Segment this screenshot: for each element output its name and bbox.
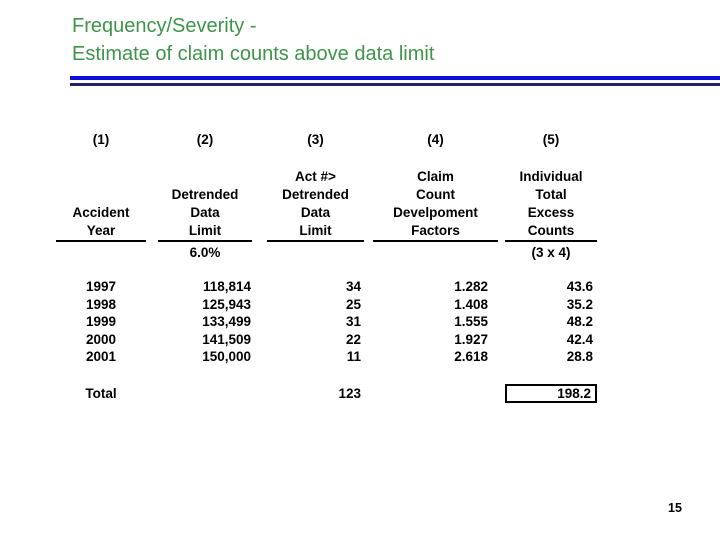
header-line: Factors [411, 223, 460, 238]
cell-excess-counts: 43.6 [566, 279, 593, 294]
sub-header-row: 6.0% (3 x 4) [56, 244, 601, 261]
column-number-3: (3) [307, 132, 324, 147]
column-number-1: (1) [92, 132, 110, 147]
cell-development-factor: 1.927 [454, 331, 488, 347]
header-line: Develpoment [393, 205, 478, 220]
slide-title: Frequency/Severity - Estimate of claim c… [72, 12, 434, 68]
cell-detrended-limit: 133,499 [202, 314, 251, 329]
cell-excess-counts: 42.4 [566, 331, 593, 347]
subheader-formula: (3 x 4) [531, 245, 571, 260]
header-line: Counts [527, 223, 575, 238]
total-row: Total 123 198.2 [56, 383, 601, 403]
cell-detrended-limit: 141,509 [202, 331, 251, 347]
header-act-detrended-data-limit: Act #> Detrended Data Limit [267, 168, 364, 242]
cell-accident-year: 2000 [85, 331, 117, 347]
cell-accident-year: 1998 [85, 296, 117, 312]
title-divider-rule-top [70, 76, 720, 80]
total-label: Total [85, 385, 117, 401]
cell-act-counts: 22 [345, 331, 361, 347]
header-individual-total-excess-counts: Individual Total Excess Counts [505, 168, 597, 242]
header-row: Accident Year Detrended Data Limit Act #… [56, 168, 601, 242]
total-act-counts: 123 [338, 385, 361, 401]
slide-title-line2: Estimate of claim counts above data limi… [72, 43, 435, 65]
cell-excess-counts: 48.2 [566, 314, 593, 329]
cell-detrended-limit: 125,943 [202, 296, 251, 312]
table-row: 2001 150,000 11 2.618 28.8 [56, 348, 601, 366]
cell-excess-counts: 35.2 [566, 296, 593, 312]
cell-act-counts: 25 [345, 296, 361, 312]
column-number-2: (2) [196, 132, 214, 147]
page-number: 15 [668, 501, 682, 515]
table-row: 1999 133,499 31 1.555 48.2 [56, 313, 601, 331]
header-line: Detrended [282, 187, 349, 202]
header-line: Excess [527, 205, 575, 220]
header-line: Act #> [295, 169, 336, 184]
header-line: Data [190, 205, 220, 220]
column-number-5: (5) [542, 132, 560, 147]
cell-accident-year: 2001 [85, 349, 117, 364]
header-line: Detrended [171, 187, 239, 202]
table-row: 1998 125,943 25 1.408 35.2 [56, 296, 601, 314]
table-row: 2000 141,509 22 1.927 42.4 [56, 331, 601, 349]
header-line: Individual [519, 169, 583, 184]
header-line: Claim [417, 169, 454, 184]
header-detrended-data-limit: Detrended Data Limit [158, 168, 252, 242]
column-number-4: (4) [427, 132, 444, 147]
header-line: Count [416, 187, 455, 202]
cell-excess-counts: 28.8 [566, 349, 593, 364]
cell-development-factor: 1.408 [454, 296, 488, 312]
cell-act-counts: 11 [346, 349, 361, 364]
header-accident-year: Accident Year [56, 168, 146, 242]
cell-accident-year: 1999 [85, 314, 117, 329]
cell-detrended-limit: 150,000 [202, 349, 251, 364]
subheader-trend-rate: 6.0% [189, 245, 221, 260]
header-line: Limit [299, 223, 332, 238]
cell-development-factor: 1.282 [454, 279, 488, 294]
title-divider-rule-bottom [70, 83, 720, 86]
header-line: Data [300, 205, 331, 220]
header-line: Year [86, 223, 116, 238]
header-line: Accident [72, 205, 130, 220]
header-line: Total [535, 187, 567, 202]
header-line: Limit [188, 223, 222, 238]
slide-title-line1: Frequency/Severity - [72, 15, 257, 37]
cell-act-counts: 34 [345, 279, 361, 294]
cell-development-factor: 2.618 [454, 349, 488, 364]
table-row: 1997 118,814 34 1.282 43.6 [56, 278, 601, 296]
cell-detrended-limit: 118,814 [202, 279, 251, 294]
header-claim-count-development-factors: Claim Count Develpoment Factors [373, 168, 498, 242]
column-numbers-row: (1) (2) (3) (4) (5) [56, 132, 601, 147]
cell-act-counts: 31 [345, 314, 361, 329]
excess-claim-counts-table: (1) (2) (3) (4) (5) Accident Year Detren… [56, 132, 601, 403]
cell-development-factor: 1.555 [454, 314, 488, 329]
data-rows: 1997 118,814 34 1.282 43.6 1998 125,943 … [56, 278, 601, 366]
total-excess-counts-boxed: 198.2 [505, 383, 597, 403]
cell-accident-year: 1997 [85, 279, 117, 294]
